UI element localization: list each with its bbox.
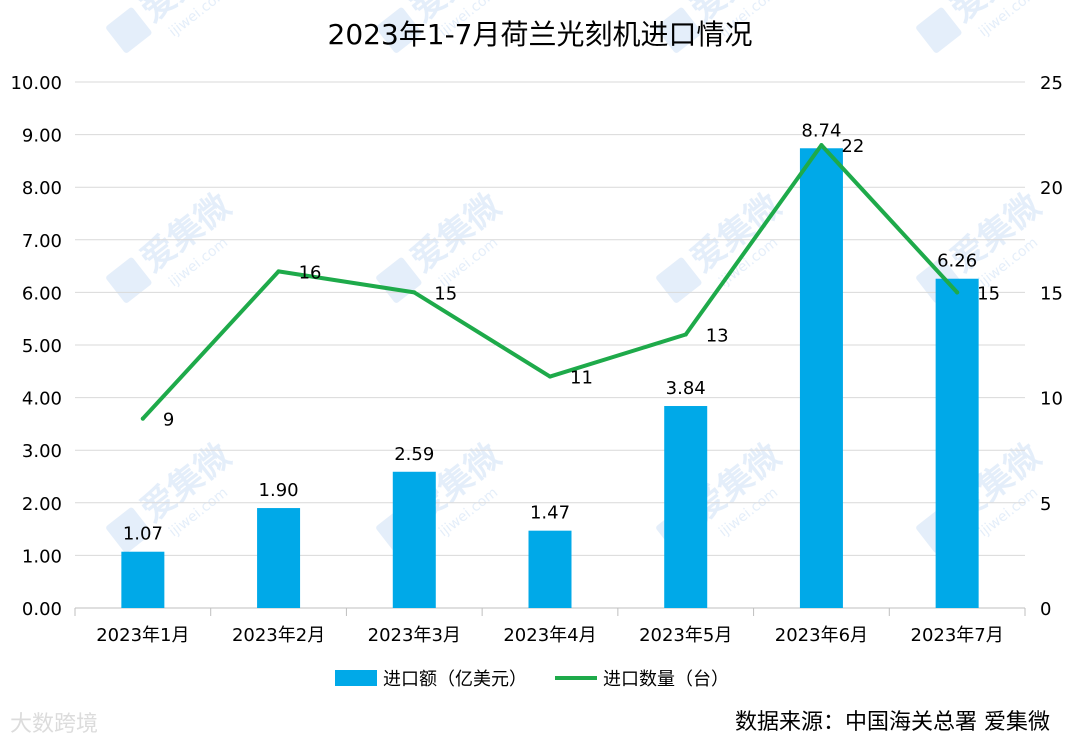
y-right-tick-label: 10 [1040,389,1063,410]
bar-data-label: 2.59 [394,444,434,465]
x-tick-label: 2023年4月 [503,625,596,646]
y-left-tick-label: 8.00 [22,178,62,199]
y-left-tick-label: 9.00 [22,126,62,147]
line-data-label: 13 [706,325,729,346]
x-tick-label: 2023年7月 [911,625,1004,646]
y-right-tick-label: 0 [1040,599,1051,620]
footer-left-text: 大数跨境 [10,712,99,737]
watermark-logo-icon [656,257,702,303]
x-tick-label: 2023年6月 [775,625,868,646]
line-data-label: 15 [434,283,457,304]
bar-import-value [799,148,843,608]
chart-title: 2023年1-7月荷兰光刻机进口情况 [328,18,753,51]
line-point [276,269,281,274]
combo-chart: 爱集微ijiwei.com爱集微ijiwei.com爱集微ijiwei.com爱… [10,0,1063,690]
y-left-tick-label: 7.00 [22,231,62,252]
watermark-logo-icon [106,257,152,303]
legend-label-bar: 进口额（亿美元） [383,669,527,690]
y-left-tick-label: 4.00 [22,389,62,410]
line-point [412,290,417,295]
bar-import-value [257,508,301,608]
line-point [548,374,552,379]
watermark-logo-icon [376,7,422,53]
legend-label-line: 进口数量（台） [603,669,729,690]
line-data-label: 9 [163,410,174,431]
line-point [140,416,145,421]
bar-data-label: 6.26 [937,251,977,272]
bar-import-value [392,471,436,608]
data-source-note: 数据来源：中国海关总署 爱集微 [735,710,1050,735]
y-right-tick-label: 25 [1040,73,1063,94]
y-left-tick-label: 10.00 [10,73,62,94]
watermark-logo-icon [106,507,152,553]
watermark-logo-icon [916,7,962,53]
watermark-logo-icon [106,7,152,53]
bar-data-label: 1.47 [530,503,570,524]
bar-import-value [121,551,165,608]
y-left-tick-label: 2.00 [22,494,62,515]
line-data-label: 15 [977,283,1000,304]
y-left-tick-label: 0.00 [22,599,62,620]
watermark-layer: 爱集微ijiwei.com爱集微ijiwei.com爱集微ijiwei.com爱… [106,0,1048,553]
bar-data-label: 8.74 [801,120,841,141]
legend-swatch-bar [335,670,377,686]
line-data-label: 11 [570,368,593,389]
y-left-tick-label: 5.00 [22,336,62,357]
y-left-tick-label: 3.00 [22,441,62,462]
x-tick-label: 2023年2月 [232,625,325,646]
x-tick-label: 2023年3月 [368,625,461,646]
x-tick-label: 2023年1月 [96,625,189,646]
bar-import-value [935,278,979,608]
line-point [819,143,824,148]
line-point [955,290,960,295]
line-point [683,332,688,337]
bar-import-value [528,530,572,608]
y-right-tick-label: 20 [1040,178,1063,199]
line-data-label: 16 [299,262,322,283]
bar-data-label: 3.84 [666,378,706,399]
x-tick-label: 2023年5月 [639,625,732,646]
bar-import-value [664,406,708,608]
y-left-tick-label: 1.00 [22,546,62,567]
y-left-tick-label: 6.00 [22,283,62,304]
y-right-tick-label: 5 [1040,494,1051,515]
line-data-label: 22 [841,136,864,157]
watermark-logo-icon [656,7,702,53]
bar-data-label: 1.07 [123,524,163,545]
bar-data-label: 1.90 [259,480,299,501]
y-right-tick-label: 15 [1040,283,1063,304]
